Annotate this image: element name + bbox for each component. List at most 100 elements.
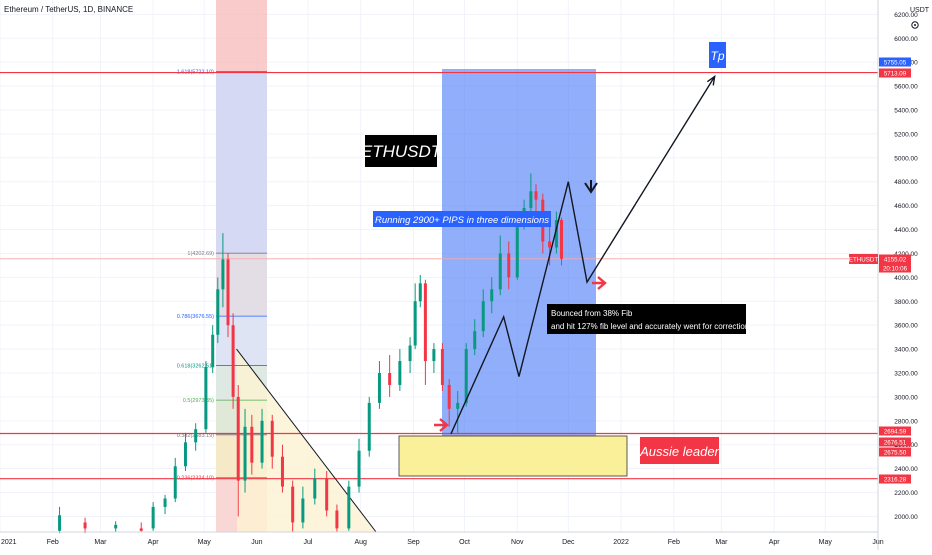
candle-body	[418, 283, 422, 302]
candle-body	[507, 253, 511, 278]
bounce-label-box	[547, 304, 746, 334]
title-label-box	[365, 135, 437, 167]
candle-body	[554, 219, 558, 248]
fib-level-label: 0.786(3676.55)	[177, 314, 214, 320]
y-tick-label: 2000.00	[894, 514, 918, 521]
price-badge-label: 2676.51	[884, 440, 907, 447]
symbol-badge-label: ETHUSDT	[849, 257, 878, 264]
candle-body	[301, 498, 305, 523]
candle-body	[335, 510, 339, 529]
y-tick-label: 4400.00	[894, 227, 918, 234]
symbol-header[interactable]: Ethereum / TetherUS, 1D, BINANCE	[4, 5, 133, 14]
price-badge	[879, 474, 911, 484]
candle-body	[250, 426, 254, 463]
gear-icon[interactable]	[911, 21, 919, 29]
y-tick-label: 3200.00	[894, 370, 918, 377]
leader-label[interactable]: Aussie leader	[639, 444, 719, 459]
candle-body	[398, 361, 402, 385]
price-badge	[879, 437, 911, 447]
currency-label: USDT	[910, 7, 930, 14]
y-tick-label: 4600.00	[894, 203, 918, 210]
symbol-badge	[849, 254, 878, 264]
descending-trendline[interactable]	[236, 348, 377, 533]
price-badge	[879, 447, 911, 457]
y-tick-label: 4200.00	[894, 251, 918, 258]
x-tick-label: Apr	[148, 539, 160, 546]
title-label[interactable]: ETHUSDT	[361, 142, 443, 161]
y-tick-label: 3600.00	[894, 323, 918, 330]
x-tick-label: Feb	[668, 539, 680, 546]
y-tick-label: 4000.00	[894, 275, 918, 282]
y-tick-label: 5400.00	[894, 107, 918, 114]
right-arrow-icon	[592, 276, 607, 290]
candle-body	[226, 259, 230, 326]
x-tick-label: Mar	[715, 539, 728, 546]
x-tick-label: Oct	[459, 539, 470, 546]
candle-body	[413, 301, 417, 346]
candle-body	[367, 402, 371, 451]
candle-body	[243, 426, 247, 481]
candle-body	[163, 498, 167, 507]
price-badge	[879, 68, 911, 78]
x-tick-label: Sep	[407, 539, 420, 546]
price-badge-label: 4155.02	[884, 257, 907, 264]
y-tick-label: 5200.00	[894, 131, 918, 138]
candle-body	[473, 331, 477, 350]
support-zone-box[interactable]	[398, 435, 628, 477]
candle-body	[236, 396, 240, 481]
fib-level-label: 1(4202.69)	[187, 251, 214, 257]
projection-arrowhead	[706, 74, 716, 86]
leader-label-box	[640, 437, 719, 464]
y-tick-label: 2800.00	[894, 418, 918, 425]
price-badge	[879, 254, 911, 264]
tp-label-box	[709, 42, 726, 68]
candle-body	[560, 219, 564, 259]
gear-center	[914, 24, 916, 26]
candle-body	[464, 349, 468, 403]
candle-body	[423, 283, 427, 362]
y-tick-label: 3000.00	[894, 394, 918, 401]
x-tick-label: May	[198, 539, 212, 546]
fib-zone-fill	[216, 253, 267, 317]
candle-body	[490, 289, 494, 302]
candle-body	[83, 522, 87, 529]
bounce-label-line1[interactable]: Bounced from 38% Fib	[551, 309, 633, 318]
y-tick-label: 6000.00	[894, 36, 918, 43]
y-tick-label: 2200.00	[894, 490, 918, 497]
tp-label[interactable]: Tp	[710, 49, 724, 63]
x-tick-label: Mar	[94, 539, 107, 546]
candle-body	[432, 349, 436, 362]
gear-ring	[911, 21, 919, 29]
candle-body	[114, 524, 118, 529]
price-badge-label: 20:10:06	[883, 266, 908, 273]
x-tick-label: Apr	[769, 539, 781, 546]
x-tick-label: Jun	[251, 539, 262, 546]
x-tick-label: Jul	[304, 539, 313, 546]
fib-level-label: 0.618(3262.51)	[177, 364, 214, 370]
candle-body	[194, 429, 198, 443]
candle-body	[151, 506, 155, 529]
pips-label[interactable]: Running 2900+ PIPS in three dimensions	[375, 215, 549, 226]
candle-body	[313, 478, 317, 499]
y-tick-label: 6200.00	[894, 12, 918, 19]
candle-body	[204, 367, 208, 430]
price-badge-label: 2316.28	[884, 477, 907, 484]
candle-body	[58, 515, 62, 531]
candle-body	[183, 442, 187, 467]
y-tick-label: 2400.00	[894, 466, 918, 473]
bounce-label-line2[interactable]: and hit 127% fib level and accurately we…	[551, 322, 749, 331]
x-tick-label: 2022	[613, 539, 629, 546]
projection-path[interactable]	[450, 76, 716, 435]
fib-zone-fill	[216, 71, 267, 254]
pips-label-box	[373, 211, 551, 227]
x-tick-label: Feb	[47, 539, 59, 546]
price-badge	[879, 57, 911, 67]
candle-body	[481, 301, 485, 332]
price-badge	[879, 263, 911, 273]
price-badge	[879, 426, 911, 436]
y-tick-label: 3800.00	[894, 299, 918, 306]
x-tick-label: Nov	[511, 539, 524, 546]
x-tick-label: May	[819, 539, 833, 546]
